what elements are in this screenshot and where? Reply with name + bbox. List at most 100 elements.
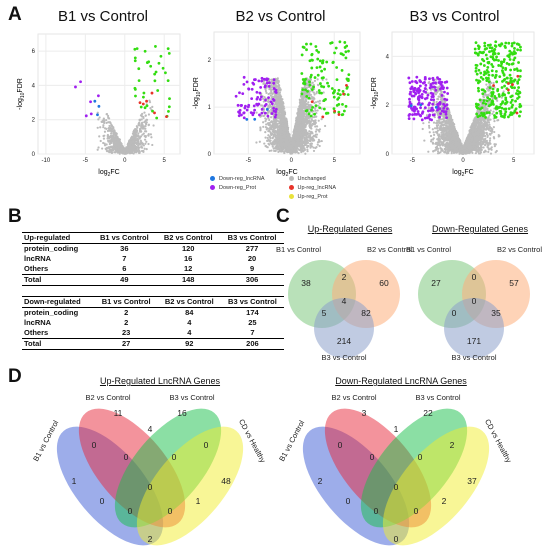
point-unchanged	[316, 141, 320, 144]
point-unchanged	[272, 95, 276, 98]
point-up-prot	[314, 45, 318, 48]
point-unchanged	[268, 110, 271, 113]
point-unchanged	[133, 135, 136, 138]
point-unchanged	[281, 145, 284, 148]
point-up-prot	[315, 49, 319, 52]
point-up-prot	[309, 42, 313, 46]
point-down-prot	[241, 92, 245, 96]
point-unchanged	[143, 121, 146, 124]
point-up-prot	[305, 94, 309, 98]
point-unchanged	[123, 150, 127, 153]
point-unchanged	[145, 130, 148, 133]
point-up-prot	[310, 88, 314, 92]
point-unchanged	[106, 150, 110, 153]
point-unchanged	[281, 104, 284, 107]
point-unchanged	[147, 134, 150, 137]
point-up-prot	[314, 104, 318, 108]
point-unchanged	[145, 147, 148, 151]
point-unchanged	[284, 136, 287, 139]
point-up-prot	[337, 110, 341, 114]
point-down-prot	[258, 113, 261, 117]
point-unchanged	[112, 130, 115, 134]
point-unchanged	[292, 146, 295, 150]
point-up-prot	[310, 66, 314, 70]
point-unchanged	[303, 86, 306, 89]
point-unchanged	[97, 118, 100, 121]
point-unchanged	[311, 139, 315, 142]
point-unchanged	[112, 142, 115, 145]
x-axis-label: log2FC	[276, 169, 297, 178]
point-unchanged	[284, 126, 287, 130]
point-unchanged	[274, 130, 278, 133]
point-unchanged	[311, 132, 314, 135]
volcano-title-b2: B2 vs Control	[235, 8, 326, 25]
point-up-prot	[301, 78, 305, 81]
point-unchanged	[303, 105, 306, 108]
point-unchanged	[295, 141, 298, 144]
point-down-prot	[97, 94, 100, 98]
point-unchanged	[297, 124, 300, 127]
point-unchanged	[280, 131, 283, 134]
point-unchanged	[276, 139, 279, 143]
point-up-prot	[142, 95, 145, 99]
point-unchanged	[297, 138, 300, 141]
point-unchanged	[279, 115, 282, 118]
point-down-prot	[252, 104, 256, 108]
point-unchanged	[296, 131, 299, 134]
point-unchanged	[278, 101, 282, 104]
point-unchanged	[117, 149, 121, 152]
point-unchanged	[112, 148, 115, 152]
point-unchanged	[309, 120, 312, 123]
point-down-lnc	[265, 107, 269, 111]
point-down-prot	[240, 113, 243, 117]
point-up-prot	[322, 107, 326, 111]
point-unchanged	[308, 130, 311, 133]
point-unchanged	[306, 150, 309, 153]
x-tick-label: 5	[333, 158, 337, 164]
point-unchanged	[263, 142, 266, 145]
point-unchanged	[130, 137, 133, 141]
point-unchanged	[151, 143, 154, 147]
y-tick-label: 2	[208, 58, 212, 64]
point-up-prot	[320, 76, 324, 80]
point-unchanged	[286, 140, 289, 143]
point-unchanged	[304, 112, 308, 116]
point-unchanged	[308, 91, 311, 94]
point-unchanged	[112, 129, 116, 132]
x-tick-label: 0	[123, 158, 127, 164]
point-unchanged	[140, 146, 143, 149]
point-up-prot	[339, 52, 343, 55]
point-unchanged	[269, 92, 273, 95]
point-unchanged	[308, 124, 311, 127]
point-up-lnc	[153, 111, 156, 115]
point-up-prot	[337, 88, 341, 92]
point-unchanged	[107, 116, 110, 119]
point-unchanged	[300, 139, 303, 143]
y-tick-label: 4	[32, 83, 36, 89]
point-down-prot	[269, 100, 273, 104]
point-unchanged	[302, 122, 306, 126]
point-unchanged	[147, 123, 151, 126]
point-unchanged	[134, 127, 137, 131]
point-down-prot	[259, 95, 263, 99]
point-unchanged	[281, 101, 284, 104]
y-tick-label: 0	[386, 152, 390, 158]
point-up-prot	[341, 89, 345, 93]
point-unchanged	[267, 123, 270, 126]
point-down-prot	[274, 110, 278, 114]
y-tick-label: 2	[32, 118, 36, 124]
point-up-prot	[308, 80, 311, 84]
point-unchanged	[278, 149, 281, 152]
point-unchanged	[309, 126, 312, 129]
point-unchanged	[120, 148, 123, 151]
point-unchanged	[147, 142, 150, 146]
point-unchanged	[283, 143, 286, 146]
point-unchanged	[102, 126, 105, 129]
point-unchanged	[284, 129, 287, 132]
point-up-prot	[337, 96, 341, 100]
point-unchanged	[130, 141, 133, 144]
point-unchanged	[267, 130, 270, 133]
point-unchanged	[277, 146, 281, 149]
point-unchanged	[109, 145, 112, 148]
point-unchanged	[113, 139, 117, 142]
